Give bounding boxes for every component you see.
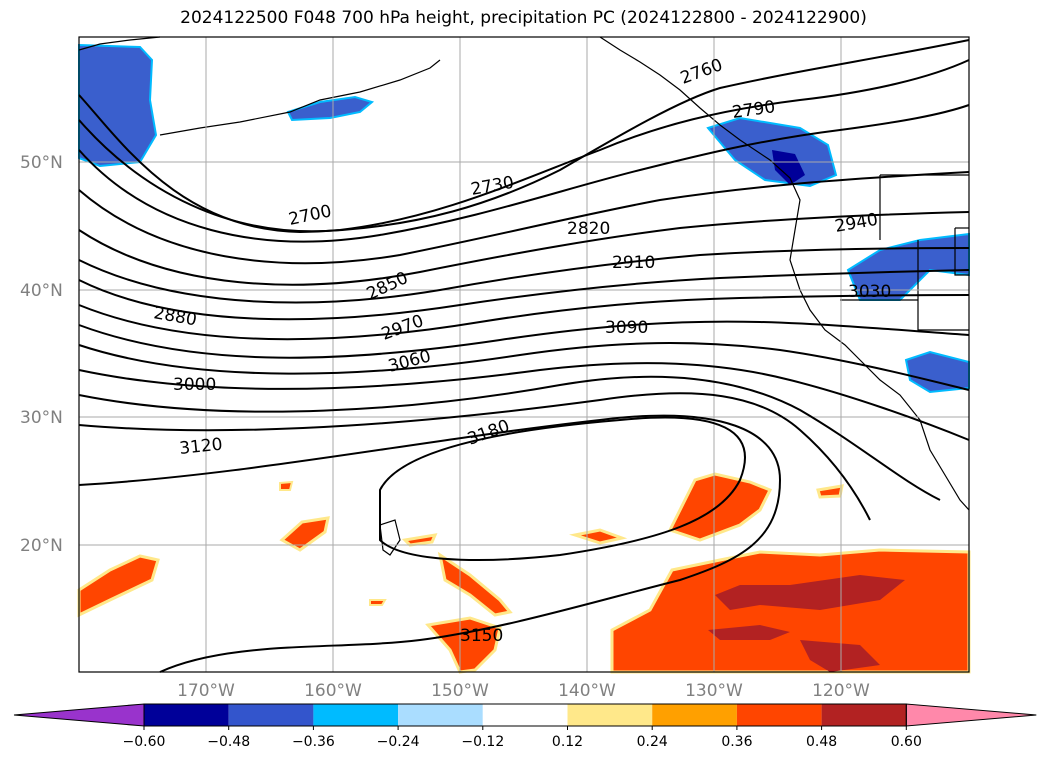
lat-label-20n: 20°N — [20, 536, 63, 556]
contour-label-3030: 3030 — [848, 282, 891, 302]
colorbar-segment — [652, 704, 737, 726]
colorbar-tick-label: 0.12 — [552, 734, 583, 750]
longitude-labels: 170°W 160°W 150°W 140°W 130°W 120°W — [177, 681, 870, 701]
colorbar-segment — [567, 704, 653, 726]
colorbar-outline — [143, 703, 907, 727]
graticule — [79, 37, 969, 672]
colorbar-segment — [228, 704, 314, 726]
colorbar-tick-label: −0.36 — [292, 734, 335, 750]
height-contours — [78, 39, 970, 673]
contour-label-2910: 2910 — [612, 253, 655, 273]
colorbar-tick-label: −0.24 — [377, 734, 420, 750]
latitude-labels: 50°N 40°N 30°N 20°N — [20, 153, 63, 556]
colorbar-segment — [313, 704, 399, 726]
colorbar-tick-label: 0.60 — [891, 734, 922, 750]
lat-label-30n: 30°N — [20, 408, 63, 428]
colorbar-segment — [482, 704, 568, 726]
map-title: 2024122500 F048 700 hPa height, precipit… — [180, 8, 867, 28]
colorbar-tick-label: 0.48 — [806, 734, 837, 750]
contour-label-3000: 3000 — [173, 375, 216, 395]
colorbar-extend-high — [905, 703, 1037, 727]
colorbar-tick-label: 0.36 — [721, 734, 752, 750]
contour-label-3090: 3090 — [605, 318, 648, 338]
colorbar-tick-label: −0.12 — [461, 734, 504, 750]
contour-label-group: 2700 2730 2760 2790 2820 2850 2880 2910 … — [152, 55, 891, 646]
contour-label-3120: 3120 — [178, 435, 223, 459]
lon-label-150w: 150°W — [431, 681, 489, 701]
lon-label-160w: 160°W — [304, 681, 362, 701]
colorbar-segment — [736, 704, 822, 726]
colorbar-segment — [144, 704, 229, 726]
colorbar-tick-label: 0.24 — [637, 734, 668, 750]
lat-label-40n: 40°N — [20, 281, 63, 301]
lon-label-130w: 130°W — [685, 681, 743, 701]
map-frame — [78, 36, 970, 673]
colorbar-segment — [821, 704, 907, 726]
contour-label-3150: 3150 — [460, 626, 503, 646]
colorbar: −0.60 −0.48 −0.36 −0.24 −0.12 0.12 0.24 0.36 0.4… — [13, 703, 1037, 750]
contour-label-2820: 2820 — [567, 219, 610, 239]
lon-label-120w: 120°W — [812, 681, 870, 701]
colorbar-extend-low — [13, 703, 145, 727]
colorbar-tick-label: −0.48 — [207, 734, 250, 750]
colorbar-tick-label: −0.60 — [123, 734, 166, 750]
precip-positive-areas — [77, 472, 971, 674]
lat-label-50n: 50°N — [20, 153, 63, 173]
colorbar-segment — [398, 704, 483, 726]
lon-label-140w: 140°W — [558, 681, 616, 701]
lon-label-170w: 170°W — [177, 681, 235, 701]
